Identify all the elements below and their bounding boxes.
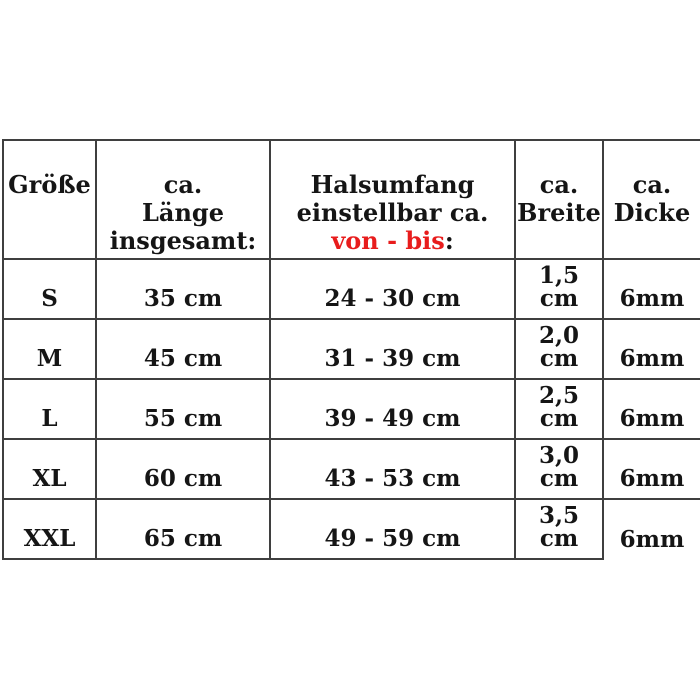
breite-cell: 1,5 cm bbox=[514, 258, 604, 320]
table-row-xxl: XXL 65 cm 49 - 59 cm 3,5 cm 6mm bbox=[2, 498, 700, 560]
laenge-cell: 45 cm bbox=[95, 318, 271, 380]
header-cell-breite: ca. Breite bbox=[514, 139, 604, 260]
header-row: Größe ca. Länge insgesamt: Halsumfang ei… bbox=[2, 139, 700, 260]
header-hals-colon: : bbox=[444, 226, 454, 255]
header-breite-line2: Breite bbox=[517, 198, 601, 227]
table-row-s: S 35 cm 24 - 30 cm 1,5 cm 6mm bbox=[2, 258, 700, 320]
header-laenge-line3: insgesamt: bbox=[109, 226, 257, 255]
breite-cell: 2,0 cm bbox=[514, 318, 604, 380]
header-dicke-line1: ca. bbox=[632, 170, 672, 199]
breite-cell: 3,5 cm bbox=[514, 498, 604, 560]
laenge-cell: 60 cm bbox=[95, 438, 271, 500]
halsumfang-cell: 43 - 53 cm bbox=[269, 438, 516, 500]
header-laenge-line2: Länge bbox=[142, 198, 224, 227]
size-cell: M bbox=[2, 318, 97, 380]
laenge-cell: 65 cm bbox=[95, 498, 271, 560]
halsumfang-cell: 24 - 30 cm bbox=[269, 258, 516, 320]
header-cell-dicke: ca. Dicke bbox=[602, 139, 700, 260]
header-hals-range-label: von - bis bbox=[331, 226, 445, 255]
size-cell: L bbox=[2, 378, 97, 440]
table-row-l: L 55 cm 39 - 49 cm 2,5 cm 6mm bbox=[2, 378, 700, 440]
dicke-cell: 6mm bbox=[602, 258, 700, 320]
laenge-cell: 55 cm bbox=[95, 378, 271, 440]
dicke-cell: 6mm bbox=[602, 438, 700, 500]
header-laenge-line1: ca. bbox=[163, 170, 203, 199]
header-groesse-label: Größe bbox=[8, 170, 91, 199]
header-cell-groesse: Größe bbox=[2, 139, 97, 260]
breite-cell: 2,5 cm bbox=[514, 378, 604, 440]
header-hals-line3: von - bis: bbox=[272, 226, 513, 255]
breite-cell: 3,0 cm bbox=[514, 438, 604, 500]
header-dicke-line2: Dicke bbox=[613, 198, 691, 227]
size-cell: S bbox=[2, 258, 97, 320]
size-cell: XL bbox=[2, 438, 97, 500]
size-cell: XXL bbox=[2, 498, 97, 560]
halsumfang-cell: 39 - 49 cm bbox=[269, 378, 516, 440]
laenge-cell: 35 cm bbox=[95, 258, 271, 320]
dicke-cell: 6mm bbox=[602, 498, 700, 559]
halsumfang-cell: 31 - 39 cm bbox=[269, 318, 516, 380]
table-row-xl: XL 60 cm 43 - 53 cm 3,0 cm 6mm bbox=[2, 438, 700, 500]
table-row-m: M 45 cm 31 - 39 cm 2,0 cm 6mm bbox=[2, 318, 700, 380]
header-hals-line2: einstellbar ca. bbox=[296, 198, 489, 227]
dicke-cell: 6mm bbox=[602, 378, 700, 440]
header-breite-line1: ca. bbox=[539, 170, 579, 199]
size-chart-table: Größe ca. Länge insgesamt: Halsumfang ei… bbox=[2, 139, 700, 560]
dicke-cell: 6mm bbox=[602, 318, 700, 380]
halsumfang-cell: 49 - 59 cm bbox=[269, 498, 516, 560]
header-cell-halsumfang: Halsumfang einstellbar ca. von - bis: bbox=[269, 139, 516, 260]
header-hals-line1: Halsumfang bbox=[310, 170, 475, 199]
header-cell-laenge: ca. Länge insgesamt: bbox=[95, 139, 271, 260]
